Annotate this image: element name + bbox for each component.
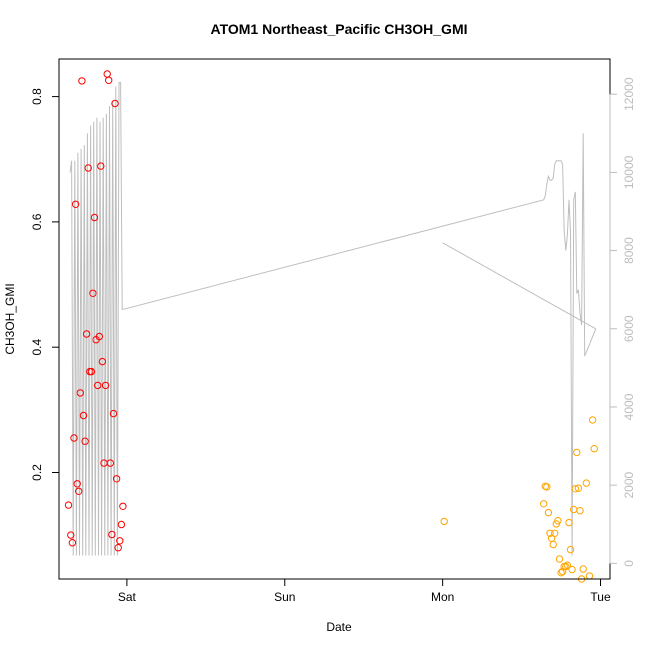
data-point-s1-28: [585, 572, 594, 580]
data-point-s1-4: [544, 508, 553, 517]
data-point-s0-19: [95, 332, 104, 341]
data-point-s1-18: [566, 545, 575, 554]
data-point-s0-21: [98, 357, 107, 366]
altitude-line-segment-1: [123, 133, 597, 556]
data-point-s1-29: [588, 416, 597, 424]
data-point-s1-27: [582, 479, 590, 487]
data-point-s0-0: [64, 501, 73, 509]
y2-tick-label-3: 6000: [622, 315, 636, 342]
y-tick-label-2: 0.6: [30, 213, 44, 230]
data-point-s0-24: [103, 70, 111, 78]
y2-tick-label-0: 0: [622, 560, 636, 567]
y2-tick-label-1: 2000: [622, 471, 636, 498]
data-point-s0-20: [97, 162, 105, 170]
x-tick-label-3: Tue: [590, 590, 611, 604]
data-point-s0-6: [75, 487, 83, 495]
chart-title: ATOM1 Northeast_Pacific CH3OH_GMI: [211, 21, 468, 37]
data-point-s0-26: [106, 459, 115, 467]
data-point-s0-27: [108, 530, 116, 539]
y2-tick-label-2: 4000: [622, 393, 636, 420]
plot-frame: [58, 58, 611, 580]
data-point-s0-3: [70, 434, 78, 442]
data-point-s0-4: [71, 200, 80, 209]
data-point-s0-23: [101, 381, 110, 390]
data-point-s1-16: [563, 561, 572, 569]
data-point-s1-17: [565, 518, 573, 527]
data-point-s1-19: [568, 565, 576, 574]
data-point-s0-16: [90, 213, 99, 222]
data-point-s0-18: [94, 381, 102, 390]
data-point-s0-15: [89, 289, 97, 297]
data-point-s1-30: [590, 445, 598, 453]
x-tick-label-0: Sat: [118, 590, 137, 604]
data-point-s0-14: [87, 367, 96, 376]
data-point-s0-8: [78, 77, 86, 85]
data-point-s0-31: [114, 544, 122, 552]
data-point-s1-12: [557, 569, 565, 577]
data-point-s0-9: [79, 411, 88, 420]
data-point-s0-30: [112, 475, 121, 483]
axes-layer: Sat Sun Mon Tue 0.2 0.4 0.6 0.8 0 2000 4000 6000 800…: [30, 77, 636, 604]
y-tick-label-3: 0.8: [30, 88, 44, 105]
data-point-s1-15: [562, 562, 570, 571]
data-point-s0-10: [81, 437, 89, 445]
y2-tick-label-5: 10000: [622, 155, 636, 189]
data-point-s0-28: [109, 409, 118, 418]
data-point-s0-33: [117, 520, 126, 529]
data-point-s1-3: [543, 483, 551, 491]
data-point-s1-10: [554, 517, 562, 525]
data-point-s1-22: [573, 448, 581, 457]
data-point-s0-7: [76, 389, 85, 397]
y2-tick-label-4: 8000: [622, 237, 636, 264]
data-point-s1-21: [571, 485, 579, 493]
y-axis-label: CH3OH_GMI: [3, 283, 17, 354]
data-point-s0-25: [105, 76, 113, 85]
data-point-s1-23: [574, 484, 583, 492]
data-point-s0-29: [111, 99, 119, 108]
data-point-s0-12: [84, 164, 92, 172]
x-tick-label-2: Mon: [431, 590, 454, 604]
data-point-s0-1: [67, 531, 75, 539]
data-point-s0-32: [116, 537, 124, 545]
data-point-s1-0: [440, 517, 448, 526]
data-point-s1-8: [551, 529, 559, 537]
data-point-s1-26: [579, 565, 587, 573]
y-tick-label-1: 0.4: [30, 339, 44, 356]
data-point-s1-7: [549, 540, 557, 549]
data-point-s0-11: [82, 330, 91, 338]
y-tick-label-0: 0.2: [30, 464, 44, 481]
data-point-s0-5: [73, 480, 81, 488]
data-point-s0-2: [68, 539, 77, 547]
y2-tick-label-6: 12000: [622, 77, 636, 111]
data-point-s1-1: [540, 500, 548, 508]
altitude-line-layer: [69, 82, 597, 556]
x-axis-label: Date: [326, 620, 352, 634]
data-point-s1-24: [576, 507, 584, 515]
data-point-s1-5: [546, 529, 554, 537]
x-tick-label-1: Sun: [274, 590, 295, 604]
altitude-line-segment-2: [442, 242, 597, 330]
data-point-s0-34: [119, 502, 127, 510]
data-point-s1-11: [555, 555, 564, 563]
altitude-line-segment-0: [69, 82, 124, 556]
points-layer: [64, 70, 598, 583]
